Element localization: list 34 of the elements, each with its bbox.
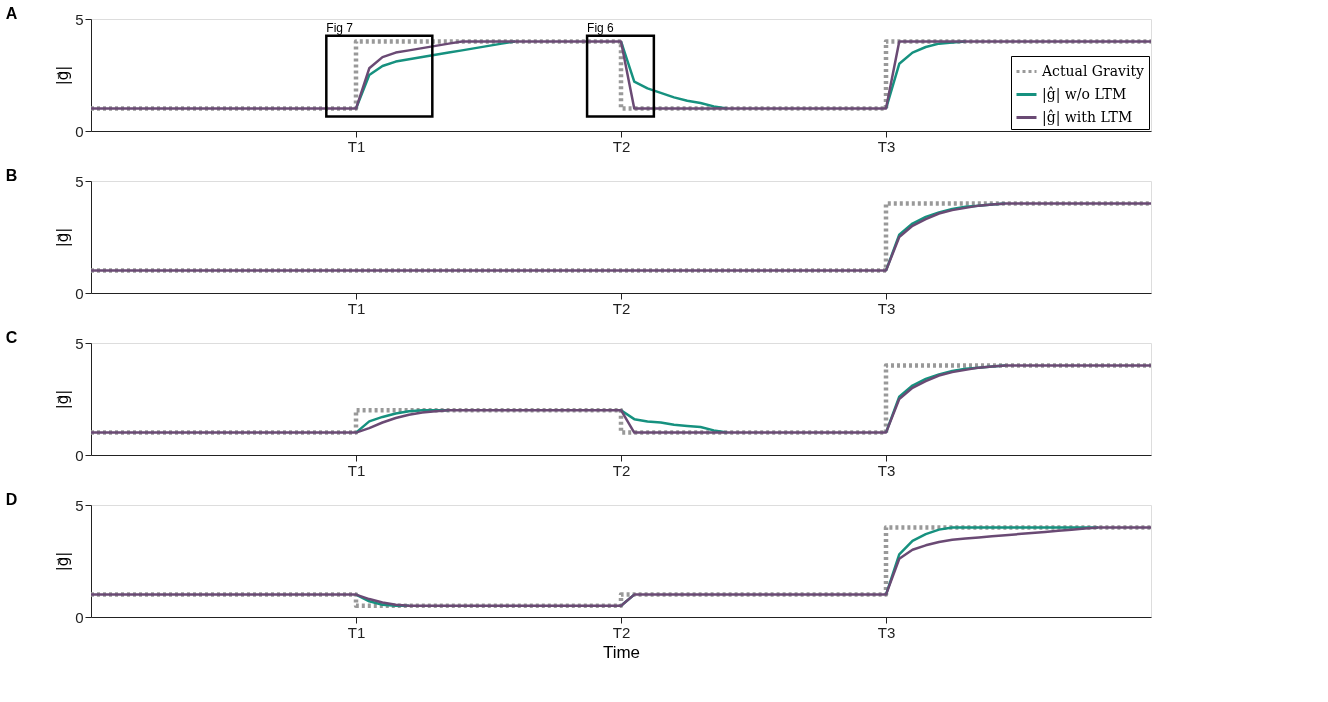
x-tick-label: T1: [347, 461, 366, 479]
y-axis-title: |g⃗|: [54, 227, 73, 248]
x-tick-label: T1: [347, 623, 366, 641]
chart-title: D: [5, 491, 18, 508]
y-axis-title: |g⃗|: [54, 389, 73, 410]
y-tick-label: 5: [75, 496, 84, 514]
x-axis-title: Time: [602, 642, 641, 662]
y-tick-label: 5: [75, 10, 84, 28]
y-tick-label: 5: [75, 172, 84, 190]
y-tick-label: 0: [75, 122, 84, 140]
chart-title: C: [5, 329, 18, 346]
y-tick-label: 0: [75, 446, 84, 464]
legend-label: |ĝ| with LTM: [1042, 108, 1133, 126]
chart-title: A: [5, 5, 18, 22]
x-tick-label: T3: [877, 137, 896, 155]
chart-title: B: [5, 167, 18, 184]
x-tick-label: T1: [347, 299, 366, 317]
legend-label: Actual Gravity: [1041, 62, 1145, 79]
x-tick-label: T2: [612, 137, 631, 155]
annotation: Fig 6: [587, 20, 615, 35]
x-tick-label: T1: [347, 137, 366, 155]
y-tick-label: 5: [75, 334, 84, 352]
legend-label: |ĝ| w/o LTM: [1042, 85, 1127, 103]
x-tick-label: T2: [612, 623, 631, 641]
y-axis-title: |g⃗|: [54, 65, 73, 86]
annotation: Fig 7: [326, 20, 354, 35]
x-tick-label: T2: [612, 461, 631, 479]
x-tick-label: T3: [877, 461, 896, 479]
y-tick-label: 0: [75, 284, 84, 302]
x-tick-label: T3: [877, 623, 896, 641]
x-tick-label: T3: [877, 299, 896, 317]
x-tick-label: T2: [612, 299, 631, 317]
y-tick-label: 0: [75, 608, 84, 626]
y-axis-title: |g⃗|: [54, 551, 73, 572]
